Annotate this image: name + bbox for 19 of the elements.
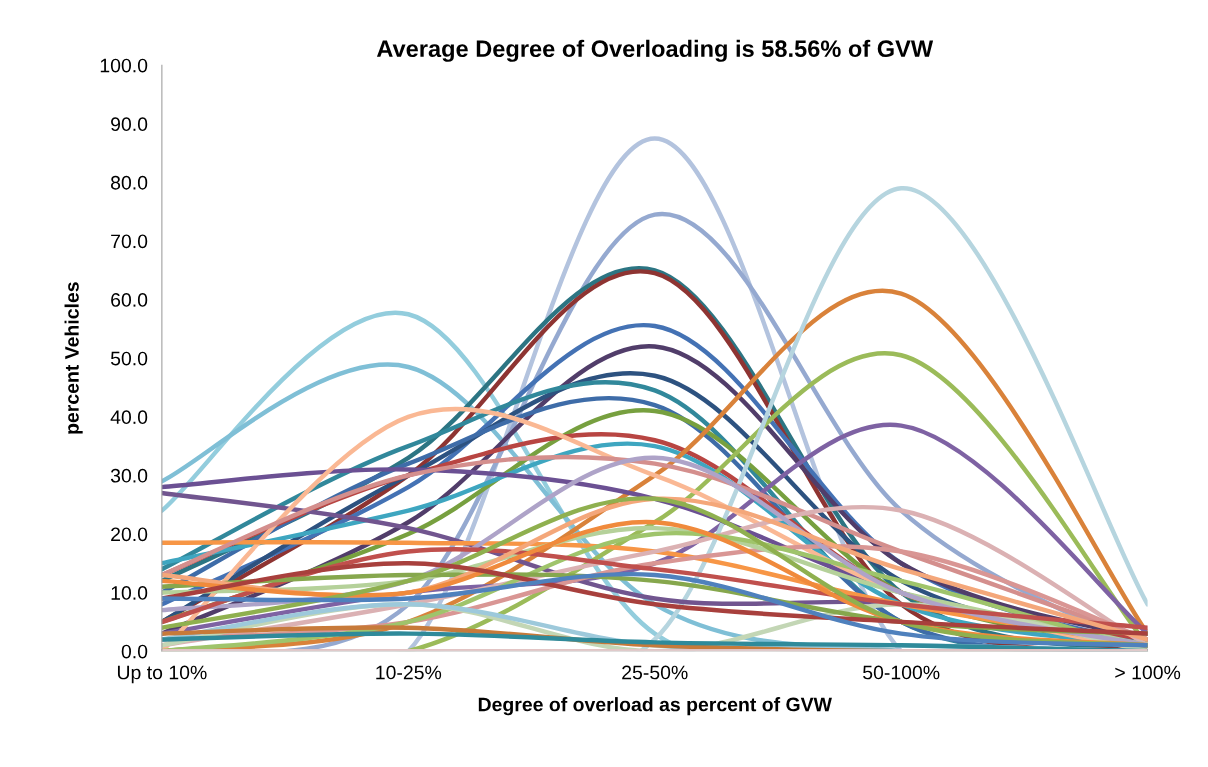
y-tick-label: 10.0 (111, 586, 148, 600)
y-tick-label: 80.0 (110, 175, 148, 190)
y-tick-label: 0.0 (121, 644, 148, 659)
y-tick-label: 100.0 (100, 58, 148, 73)
y-tick-label: 30.0 (110, 468, 148, 483)
x-tick-label: Up to 10% (117, 665, 207, 684)
y-tick-label: 40.0 (110, 410, 148, 425)
y-tick-label: 70.0 (111, 234, 148, 249)
x-tick-label: 25-50% (622, 665, 688, 680)
chart-title: Average Degree of Overloading is 58.56% of GVW (376, 39, 934, 62)
y-tick-label: 50.0 (110, 351, 148, 366)
y-tick-label: 20.0 (111, 527, 148, 542)
y-axis-title: percent Vehicles (64, 282, 83, 434)
x-tick-label: > 100% (1115, 665, 1181, 680)
y-tick-label: 60.0 (111, 293, 148, 307)
x-axis-title: Degree of overload as percent of GVW (478, 697, 832, 716)
y-tick-label: 90.0 (111, 117, 148, 132)
x-tick-label: 10-25% (376, 665, 442, 680)
x-tick-label: 50-100% (863, 665, 940, 680)
